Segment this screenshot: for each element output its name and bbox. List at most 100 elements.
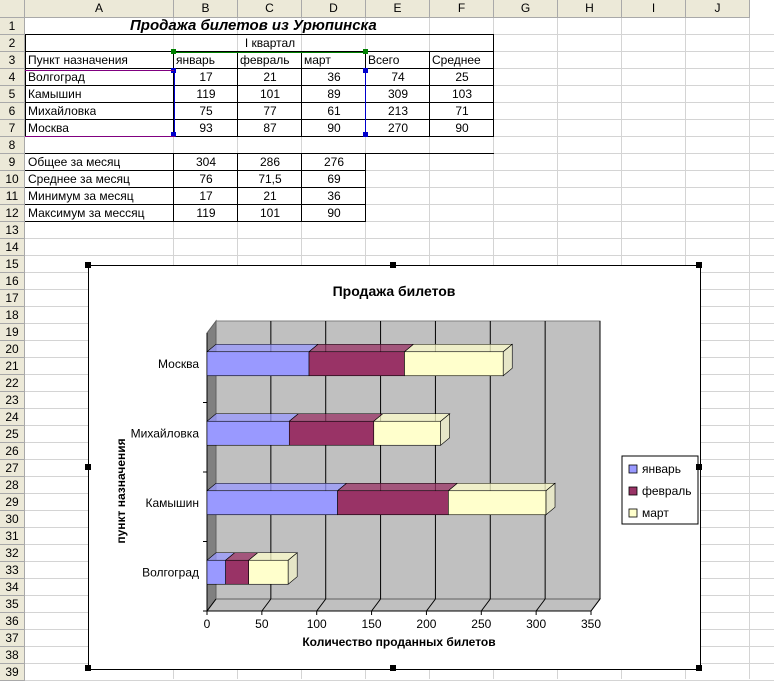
chart-x-tick-label: 0: [204, 617, 211, 631]
grid-hline: [25, 255, 774, 256]
chart-resize-handle[interactable]: [85, 464, 91, 470]
row-header-14[interactable]: 14: [0, 239, 25, 256]
sheet-title: Продажа билетов из Урюпинска: [130, 17, 377, 34]
chart-resize-handle[interactable]: [85, 262, 91, 268]
table-border: [365, 153, 366, 221]
bar-Камышин-январь[interactable]: [206, 490, 338, 516]
row-header-8[interactable]: 8: [0, 137, 25, 154]
chart-resize-handle[interactable]: [85, 665, 91, 671]
row-header-21[interactable]: 21: [0, 358, 25, 375]
bar-Волгоград-февраль[interactable]: [225, 559, 249, 585]
column-header-E[interactable]: E: [366, 0, 430, 18]
column-header-H[interactable]: H: [558, 0, 622, 18]
row-header-15[interactable]: 15: [0, 256, 25, 273]
row-header-37[interactable]: 37: [0, 630, 25, 647]
row-header-20[interactable]: 20: [0, 341, 25, 358]
bar-Москва-январь[interactable]: [206, 351, 310, 377]
chart-gridline-floor: [206, 598, 217, 612]
bar-Михайловка-январь[interactable]: [206, 420, 290, 446]
summary-cell: 76: [199, 172, 213, 186]
row-header-9[interactable]: 9: [0, 154, 25, 171]
column-header-I[interactable]: I: [622, 0, 686, 18]
table-border: [25, 102, 494, 103]
bar-Михайловка-февраль[interactable]: [288, 420, 375, 446]
row-header-13[interactable]: 13: [0, 222, 25, 239]
table-border: [25, 68, 494, 69]
row-header-26[interactable]: 26: [0, 443, 25, 460]
bar-Волгоград-январь[interactable]: [206, 559, 226, 585]
bar-Москва-февраль[interactable]: [308, 351, 405, 377]
row-header-22[interactable]: 22: [0, 375, 25, 392]
row-header-11[interactable]: 11: [0, 188, 25, 205]
grid-hline: [25, 221, 774, 222]
select-all-corner[interactable]: [0, 0, 25, 18]
row-header-29[interactable]: 29: [0, 494, 25, 511]
row-header-28[interactable]: 28: [0, 477, 25, 494]
column-header-D[interactable]: D: [302, 0, 366, 18]
chart-x-tick-label: 250: [471, 617, 491, 631]
chart-category-label: Михайловка: [131, 426, 200, 440]
range-selection-handle[interactable]: [171, 49, 176, 54]
row-header-19[interactable]: 19: [0, 324, 25, 341]
row-header-16[interactable]: 16: [0, 273, 25, 290]
bar-Волгоград-март[interactable]: [248, 559, 289, 585]
chart-resize-handle[interactable]: [696, 262, 702, 268]
row-header-33[interactable]: 33: [0, 562, 25, 579]
range-selection-handle[interactable]: [363, 49, 368, 54]
column-header-J[interactable]: J: [686, 0, 750, 18]
data-cell: 213: [387, 104, 409, 118]
row-header-27[interactable]: 27: [0, 460, 25, 477]
table-header-5: Среднее: [432, 53, 481, 67]
chart-gridline-floor: [590, 598, 601, 612]
chart-resize-handle[interactable]: [696, 665, 702, 671]
row-header-31[interactable]: 31: [0, 528, 25, 545]
table-border: [25, 119, 494, 120]
row-header-18[interactable]: 18: [0, 307, 25, 324]
row-header-17[interactable]: 17: [0, 290, 25, 307]
summary-cell: 119: [196, 206, 216, 220]
column-header-A[interactable]: A: [25, 0, 174, 18]
bar-end-face: [287, 552, 298, 585]
row-header-12[interactable]: 12: [0, 205, 25, 222]
row-header-36[interactable]: 36: [0, 613, 25, 630]
data-cell: 103: [451, 87, 473, 101]
row-header-6[interactable]: 6: [0, 103, 25, 120]
row-header-7[interactable]: 7: [0, 120, 25, 137]
bar-Москва-март[interactable]: [404, 351, 504, 377]
row-header-34[interactable]: 34: [0, 579, 25, 596]
row-header-38[interactable]: 38: [0, 647, 25, 664]
data-cell: 36: [327, 70, 341, 84]
row-header-39[interactable]: 39: [0, 664, 25, 681]
bar-top-февраль: [336, 482, 459, 492]
row-header-4[interactable]: 4: [0, 69, 25, 86]
column-header-G[interactable]: G: [494, 0, 558, 18]
bar-Камышин-март[interactable]: [448, 490, 547, 516]
chart-resize-handle[interactable]: [390, 262, 396, 268]
bar-top-март: [403, 343, 514, 353]
column-header-B[interactable]: B: [174, 0, 238, 18]
chart-area[interactable]: 0 50 100 150 200 250 300 350 Волгоград Камышин Мих…: [88, 265, 701, 670]
row-header-10[interactable]: 10: [0, 171, 25, 188]
chart-resize-handle[interactable]: [696, 464, 702, 470]
bar-Михайловка-март[interactable]: [373, 420, 441, 446]
row-header-35[interactable]: 35: [0, 596, 25, 613]
chart-gridline-floor: [426, 598, 436, 612]
destination-name: Михайловка: [28, 104, 97, 118]
row-header-2[interactable]: 2: [0, 35, 25, 52]
range-selection-handle[interactable]: [171, 132, 176, 137]
column-header-C[interactable]: C: [238, 0, 302, 18]
data-cell: 61: [327, 104, 341, 118]
row-header-30[interactable]: 30: [0, 511, 25, 528]
row-header-1[interactable]: 1: [0, 18, 25, 35]
column-header-F[interactable]: F: [430, 0, 494, 18]
data-cell: 270: [387, 121, 409, 135]
row-header-25[interactable]: 25: [0, 426, 25, 443]
row-header-23[interactable]: 23: [0, 392, 25, 409]
bar-Камышин-февраль[interactable]: [337, 490, 449, 516]
row-header-32[interactable]: 32: [0, 545, 25, 562]
table-border: [25, 85, 494, 86]
chart-resize-handle[interactable]: [390, 665, 396, 671]
row-header-5[interactable]: 5: [0, 86, 25, 103]
row-header-3[interactable]: 3: [0, 52, 25, 69]
row-header-24[interactable]: 24: [0, 409, 25, 426]
